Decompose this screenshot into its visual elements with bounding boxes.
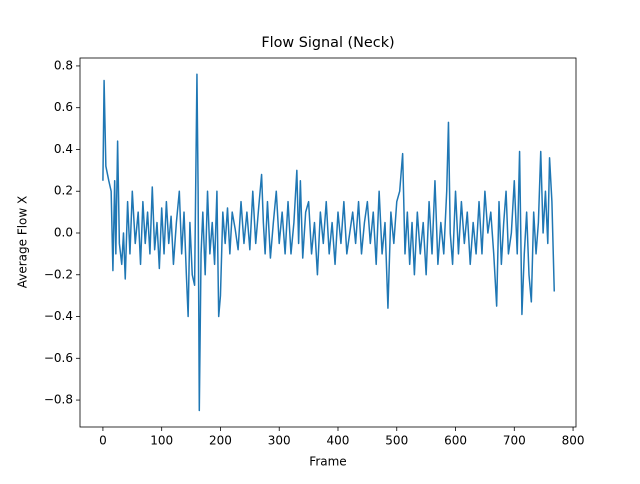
x-tick-label: 800 (562, 434, 585, 448)
x-tick-label: 200 (209, 434, 232, 448)
y-tick-label: 0.4 (54, 142, 73, 156)
y-tick-label: −0.4 (44, 309, 73, 323)
y-tick-label: 0.6 (54, 100, 73, 114)
y-tick-label: −0.6 (44, 351, 73, 365)
x-tick-label: 400 (327, 434, 350, 448)
x-tick-label: 700 (503, 434, 526, 448)
x-tick-label: 100 (150, 434, 173, 448)
x-tick-label: 500 (385, 434, 408, 448)
x-axis-label: Frame (309, 455, 346, 469)
chart-title: Flow Signal (Neck) (261, 35, 394, 51)
y-tick-label: −0.8 (44, 393, 73, 407)
x-tick-label: 0 (99, 434, 107, 448)
x-tick-label: 300 (268, 434, 291, 448)
y-tick-label: 0.2 (54, 184, 73, 198)
x-tick-label: 600 (444, 434, 467, 448)
y-tick-label: −0.2 (44, 267, 73, 281)
y-tick-label: 0.0 (54, 225, 73, 239)
y-axis-label: Average Flow X (16, 196, 30, 289)
plot-frame (79, 57, 577, 428)
data-line (102, 73, 556, 412)
y-tick-label: 0.8 (54, 58, 73, 72)
